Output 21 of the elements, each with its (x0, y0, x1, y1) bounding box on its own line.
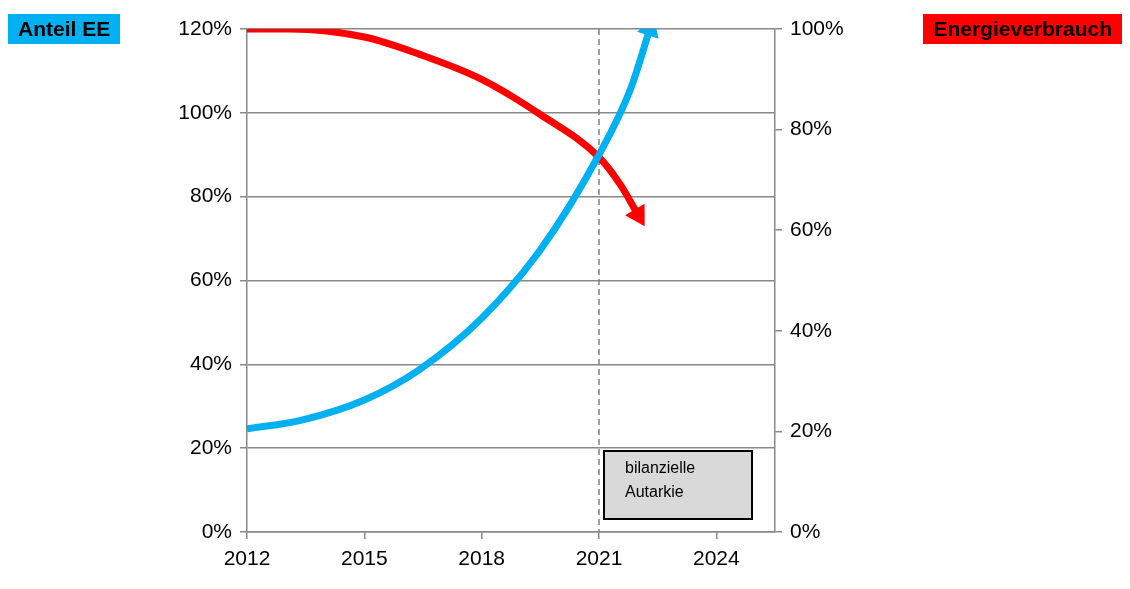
y-tick-label: 20% (189, 434, 232, 458)
y2-tick-label: 20% (790, 418, 833, 442)
y-tick-label: 40% (189, 351, 232, 375)
x-tick-label: 2021 (575, 546, 623, 570)
y-tick-label: 80% (189, 183, 232, 207)
text-box: bilanzielle Autarkie (603, 450, 753, 520)
x-tick-label: 2012 (223, 546, 271, 570)
y-tick-label: 120% (178, 15, 232, 39)
y-tick-label: 100% (178, 99, 232, 123)
y2-axis-title: Energieverbrauch (923, 14, 1122, 44)
y-tick-label: 0% (201, 518, 232, 542)
y-tick-label: 60% (189, 267, 232, 291)
y-axis-title: Anteil EE (8, 14, 121, 44)
x-tick-label: 2018 (458, 546, 506, 570)
y2-tick-label: 100% (790, 15, 844, 39)
y2-tick-label: 80% (790, 116, 833, 140)
y2-tick-label: 0% (790, 518, 821, 542)
x-tick-label: 2015 (340, 546, 388, 570)
x-tick-label: 2024 (692, 546, 741, 570)
y2-tick-label: 60% (790, 217, 833, 240)
y2-tick-label: 40% (790, 317, 833, 341)
